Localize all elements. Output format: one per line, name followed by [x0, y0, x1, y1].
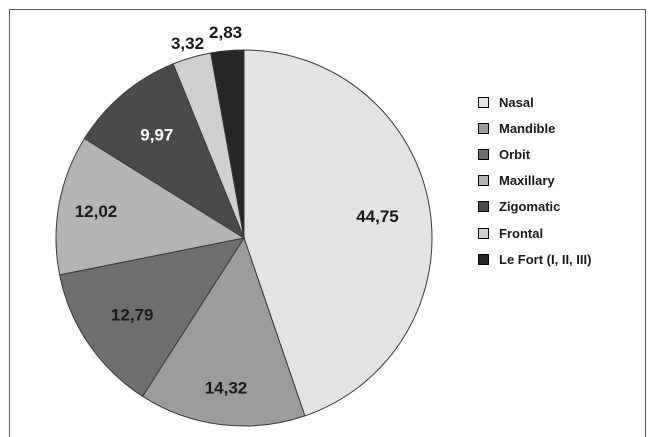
pie-slice-zigomatic	[83, 63, 246, 240]
data-label-le-fort-i-ii-iii: 2,83	[209, 23, 242, 42]
pie-slice-mandible	[141, 236, 306, 427]
legend-swatch	[478, 253, 489, 265]
legend-swatch	[478, 175, 489, 187]
legend-label: Nasal	[499, 94, 534, 110]
legend-swatch	[478, 201, 489, 213]
legend-label: Frontal	[499, 225, 544, 241]
legend-label: Mandible	[499, 120, 556, 136]
legend-item: Orbit	[478, 141, 591, 167]
legend-label: Maxillary	[499, 173, 555, 189]
legend-item: Frontal	[478, 220, 591, 246]
legend: Nasal Mandible Orbit Maxillary Zigomatic Fron…	[478, 89, 591, 272]
data-label-nasal: 44,75	[356, 207, 399, 226]
legend-item: Nasal	[478, 89, 591, 115]
legend-item: Le Fort (I, II, III)	[478, 246, 591, 272]
chart-frame	[9, 9, 646, 437]
pie-slice-le-fort-i-ii-iii	[210, 49, 245, 239]
legend-label: Orbit	[499, 146, 531, 162]
data-label-orbit: 12,79	[111, 305, 154, 324]
legend-item: Maxillary	[478, 168, 591, 194]
data-label-maxillary: 12,02	[75, 202, 118, 221]
data-label-mandible: 14,32	[205, 378, 248, 397]
pie-slice-nasal	[243, 49, 433, 417]
pie-slice-maxillary	[55, 137, 246, 276]
legend-label: Zigomatic	[499, 199, 561, 215]
pie-slice-orbit	[59, 237, 246, 397]
data-label-frontal: 3,32	[171, 34, 204, 53]
legend-item: Zigomatic	[478, 194, 591, 220]
data-label-zigomatic: 9,97	[140, 125, 173, 144]
legend-label: Le Fort (I, II, III)	[499, 251, 592, 267]
legend-swatch	[478, 148, 489, 160]
legend-item: Mandible	[478, 115, 591, 141]
legend-swatch	[478, 96, 489, 108]
legend-swatch	[478, 227, 489, 239]
legend-swatch	[478, 122, 489, 134]
